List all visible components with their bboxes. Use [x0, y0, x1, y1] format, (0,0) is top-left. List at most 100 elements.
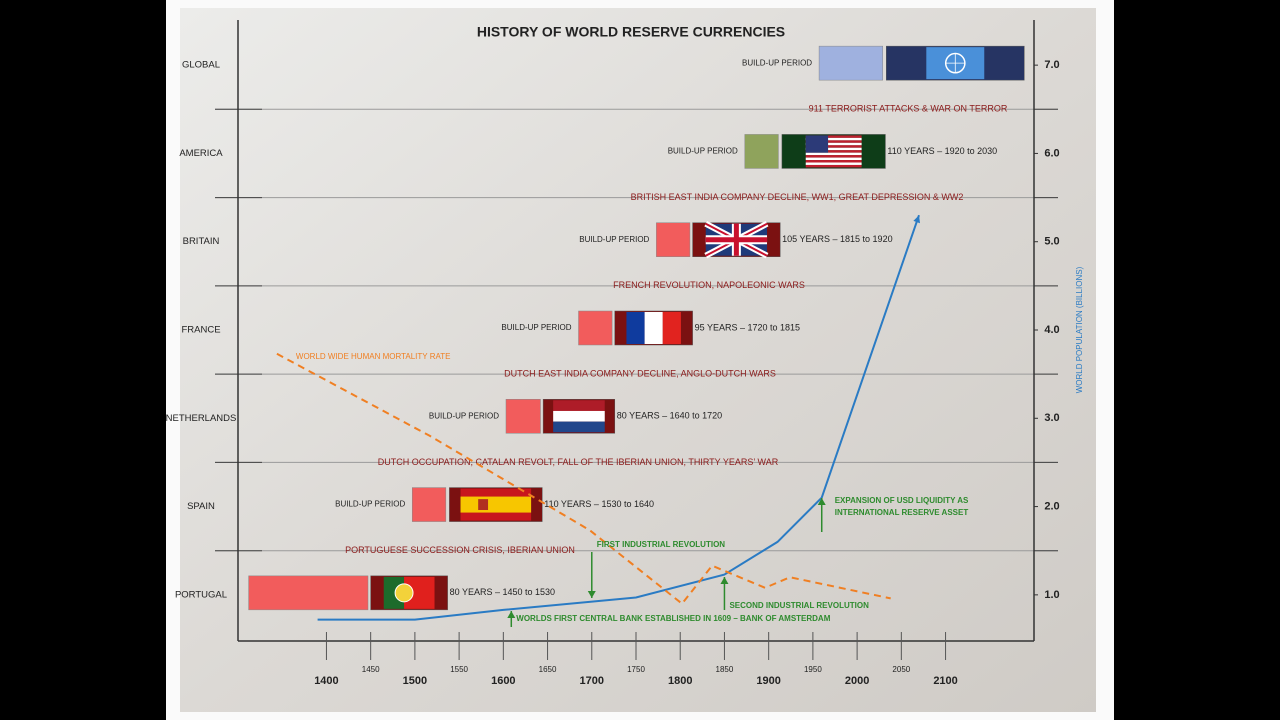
population-line [317, 214, 920, 621]
y-axis-label: WORLD POPULATION (BILLIONS) [1075, 266, 1084, 393]
reserve-flag [542, 399, 616, 434]
flag-part [945, 53, 965, 73]
buildup-bar [578, 310, 613, 346]
y-tick-label: 5.0 [1044, 236, 1059, 248]
row-label: SPAIN [187, 501, 215, 512]
minor-x-tick-label: 1950 [804, 665, 822, 674]
flag-part [662, 312, 681, 344]
buildup-bar [818, 45, 884, 81]
period-label: 105 YEARS – 1815 to 1920 [782, 234, 892, 244]
x-tick-label: 2000 [845, 675, 869, 687]
y-tick-label: 2.0 [1044, 500, 1059, 512]
y-tick-label: 1.0 [1044, 589, 1059, 601]
buildup-label: BUILD-UP PERIOD [579, 235, 649, 244]
flag-part [705, 223, 768, 256]
flag-part [805, 150, 862, 153]
x-tick-label: 1500 [403, 675, 427, 687]
y-tick-label: 3.0 [1044, 412, 1059, 424]
reserve-flag [370, 575, 448, 611]
minor-x-tick-label: 1750 [627, 665, 645, 674]
flag-part [553, 410, 605, 422]
flag-part [805, 152, 862, 156]
y-tick-label: 7.0 [1044, 59, 1059, 71]
period-label: 80 YEARS – 1640 to 1720 [617, 411, 722, 421]
series-label: WORLD WIDE HUMAN MORTALITY RATE [296, 352, 451, 361]
annotation-arrow-head [507, 611, 516, 618]
buildup-label: BUILD-UP PERIOD [429, 411, 499, 420]
buildup-bar [505, 399, 541, 434]
buildup-label: BUILD-UP PERIOD [742, 58, 812, 67]
x-tick-label: 1400 [314, 675, 338, 687]
event-label: DUTCH OCCUPATION, CATALAN REVOLT, FALL O… [378, 457, 779, 467]
minor-x-tick-label: 1550 [450, 665, 468, 674]
annotation-label: SECOND INDUSTRIAL REVOLUTION [729, 601, 869, 610]
buildup-bar [656, 222, 691, 257]
buildup-label: BUILD-UP PERIOD [501, 323, 571, 332]
flag-part [805, 164, 862, 168]
reserve-flag [692, 221, 781, 259]
period-label: 110 YEARS – 1920 to 2030 [887, 146, 997, 156]
row-label: AMERICA [179, 148, 223, 159]
annotation-label: WORLDS FIRST CENTRAL BANK ESTABLISHED IN… [516, 614, 830, 623]
flag-part [460, 496, 532, 513]
reserve-flag [614, 310, 693, 346]
y-tick-label: 6.0 [1044, 147, 1059, 159]
flag-part [805, 145, 862, 148]
mortality-line [276, 352, 891, 606]
minor-x-tick-label: 1850 [716, 665, 734, 674]
flag-part [553, 400, 605, 411]
flag-part [805, 162, 862, 165]
minor-x-tick-label: 1450 [362, 665, 380, 674]
annotation-arrow-head [587, 591, 596, 598]
flag-part [805, 157, 862, 161]
buildup-bar [744, 134, 779, 169]
buildup-label: BUILD-UP PERIOD [668, 147, 738, 156]
flag-part [394, 583, 414, 603]
x-tick-label: 1700 [580, 675, 604, 687]
x-tick-label: 1800 [668, 675, 692, 687]
annotation-label: INTERNATIONAL RESERVE ASSET [835, 508, 969, 517]
flag-part [805, 137, 862, 141]
annotation-arrow-head [817, 498, 826, 505]
reserve-flag [781, 134, 886, 169]
buildup-label: BUILD-UP PERIOD [335, 500, 405, 509]
flag-part [478, 499, 489, 511]
flag-part [644, 312, 663, 344]
flag-part [805, 160, 862, 163]
reserve-flag [449, 487, 543, 522]
flag-part [805, 155, 862, 158]
flag-part [805, 135, 862, 138]
annotation-label: EXPANSION OF USD LIQUIDITY AS [835, 496, 969, 505]
flag-part [626, 312, 645, 344]
minor-x-tick-label: 2050 [892, 665, 910, 674]
flag-part [805, 142, 862, 146]
row-label: FRANCE [181, 325, 220, 336]
x-tick-label: 1900 [756, 675, 780, 687]
event-label: 911 TERRORIST ATTACKS & WAR ON TERROR [809, 104, 1008, 114]
minor-x-tick-label: 1650 [539, 665, 557, 674]
annotation-arrow-head [720, 577, 729, 584]
row-label: GLOBAL [182, 60, 220, 71]
flag-part [383, 576, 405, 609]
y-tick-label: 4.0 [1044, 324, 1059, 336]
event-label: BRITISH EAST INDIA COMPANY DECLINE, WW1,… [631, 192, 964, 202]
x-tick-label: 2100 [933, 675, 957, 687]
arrow-head [913, 215, 920, 224]
period-label: 80 YEARS – 1450 to 1530 [450, 587, 555, 597]
period-label: 95 YEARS – 1720 to 1815 [695, 322, 800, 332]
buildup-bar [411, 487, 447, 522]
flag-part [805, 140, 862, 143]
row-label: PORTUGAL [175, 589, 227, 600]
flag-part [805, 135, 829, 153]
row-label: NETHERLANDS [166, 413, 237, 424]
event-label: FRENCH REVOLUTION, NAPOLEONIC WARS [613, 280, 805, 290]
event-label: PORTUGUESE SUCCESSION CRISIS, IBERIAN UN… [345, 545, 575, 555]
flag-part [553, 421, 605, 433]
annotation-label: FIRST INDUSTRIAL REVOLUTION [597, 540, 726, 549]
row-label: BRITAIN [183, 236, 220, 247]
event-label: DUTCH EAST INDIA COMPANY DECLINE, ANGLO-… [504, 369, 776, 379]
period-label: 110 YEARS – 1530 to 1640 [544, 499, 654, 509]
flag-part [805, 147, 862, 151]
